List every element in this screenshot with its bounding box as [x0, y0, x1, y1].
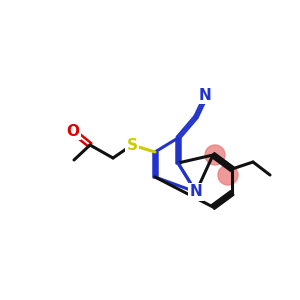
Text: S: S	[127, 137, 137, 152]
Circle shape	[205, 145, 225, 165]
Text: N: N	[190, 184, 202, 200]
Text: N: N	[199, 88, 212, 103]
Text: O: O	[67, 124, 80, 139]
Circle shape	[218, 165, 238, 185]
